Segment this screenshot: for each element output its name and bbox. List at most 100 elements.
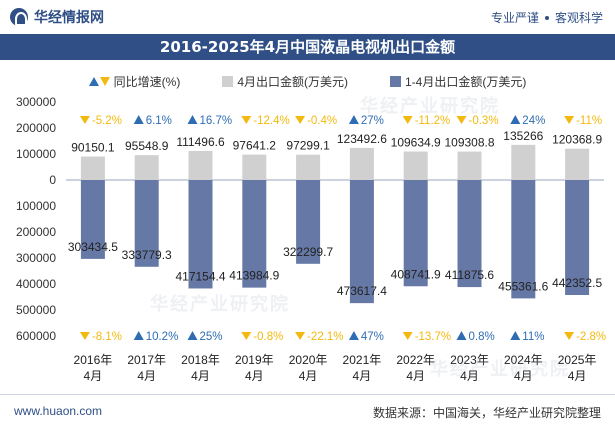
bar-month-value-label: 97299.1 xyxy=(286,139,330,153)
yoy-cumulative-group: 10.2% xyxy=(133,331,179,343)
yoy-month-label: 24% xyxy=(522,115,545,127)
yoy-cumulative-triangle xyxy=(456,331,467,340)
yoy-cumulative-group: 11% xyxy=(510,331,544,343)
yoy-cumulative-label: 11% xyxy=(522,331,544,343)
bullet-dot-icon xyxy=(544,15,549,20)
slogan-right: 客观科学 xyxy=(554,11,603,25)
legend-item-month: 4月出口金额(万美元) xyxy=(222,70,348,92)
legend-label-cumulative: 1-4月出口金额(万美元) xyxy=(405,74,527,89)
x-tick-label-year: 2016年 xyxy=(74,353,113,367)
bar-month xyxy=(296,154,321,180)
x-tick-label-year: 2023年 xyxy=(450,353,489,367)
bar-cumulative xyxy=(188,180,213,289)
footer-divider xyxy=(0,394,615,395)
yoy-month-triangle xyxy=(564,116,575,124)
title-bar: 2016-2025年4月中国液晶电视机出口金额 xyxy=(0,34,615,60)
y-tick-label: 0 xyxy=(49,173,56,187)
bar-month-value-label: 109308.8 xyxy=(444,136,494,150)
yoy-month-label: 27% xyxy=(361,115,384,127)
yoy-cumulative-triangle xyxy=(187,331,198,340)
x-tick-label-month: 4月 xyxy=(84,369,103,383)
yoy-month-group: -12.4% xyxy=(241,115,290,127)
bar-month-value-label: 90150.1 xyxy=(71,141,115,155)
bar-cumulative xyxy=(565,180,590,296)
top-bar: 华经情报网 专业严谨 客观科学 xyxy=(0,0,615,34)
yoy-month-group: -11.2% xyxy=(402,115,450,127)
x-tick-label-year: 2017年 xyxy=(127,353,166,367)
yoy-month-group: -11% xyxy=(564,115,602,127)
bar-month xyxy=(188,151,213,180)
bar-month-value-label: 95548.9 xyxy=(125,139,169,153)
bar-month xyxy=(511,144,536,180)
yoy-cumulative-triangle xyxy=(79,332,90,340)
y-tick-label: 200000 xyxy=(16,121,56,135)
yoy-month-triangle xyxy=(510,115,521,124)
yoy-month-triangle xyxy=(348,115,359,124)
chart-area: 300000 200000 100000 0 100000 200000 300000 400… xyxy=(16,95,606,383)
yoy-month-triangle xyxy=(241,116,252,124)
yoy-cumulative-group: 25% xyxy=(187,331,223,343)
yoy-cumulative-group: 0.8% xyxy=(456,331,495,343)
yoy-cumulative-label: 10.2% xyxy=(146,331,179,343)
bar-cumulative xyxy=(457,180,482,288)
x-tick-label-month: 4月 xyxy=(137,369,156,383)
yoy-month-triangle xyxy=(295,116,306,124)
bar-cumulative xyxy=(296,180,321,264)
x-tick-label-month: 4月 xyxy=(245,369,264,383)
x-tick-label-month: 4月 xyxy=(568,369,587,383)
bar-month-value-label: 111496.6 xyxy=(176,135,225,149)
y-tick-label: 400000 xyxy=(16,277,56,291)
yoy-cumulative-group: -8.1% xyxy=(79,331,122,343)
bar-cumulative-value-label: 408741.9 xyxy=(391,267,441,281)
yoy-cumulative-triangle xyxy=(402,332,413,340)
x-tick-label-month: 4月 xyxy=(406,369,425,383)
x-tick-label-year: 2020年 xyxy=(289,353,328,367)
x-tick-label-month: 4月 xyxy=(191,369,210,383)
bar-month xyxy=(457,151,482,180)
yoy-month-triangle xyxy=(402,116,413,124)
x-tick-label-month: 4月 xyxy=(353,369,372,383)
bar-month-value-label: 135266 xyxy=(503,129,543,143)
bar-cumulative xyxy=(349,180,374,304)
legend-label-month: 4月出口金额(万美元) xyxy=(237,74,348,89)
bar-month xyxy=(242,154,267,180)
x-tick-label-year: 2018年 xyxy=(181,353,220,367)
brand[interactable]: 华经情报网 xyxy=(10,7,104,27)
brand-name: 华经情报网 xyxy=(34,9,104,25)
bar-cumulative xyxy=(80,180,105,259)
site-link[interactable]: www.huaon.com xyxy=(14,404,103,418)
x-tick-label-month: 4月 xyxy=(514,369,533,383)
yoy-cumulative-triangle xyxy=(510,331,521,340)
yoy-month-group: -0.4% xyxy=(295,115,337,127)
yoy-month-triangle xyxy=(187,115,198,124)
yoy-month-group: 24% xyxy=(510,115,545,127)
brand-logo-icon xyxy=(10,8,28,26)
bar-cumulative-value-label: 303434.5 xyxy=(68,240,118,254)
legend-swatch-cumulative xyxy=(390,75,401,87)
y-tick-label: 200000 xyxy=(16,225,56,239)
yoy-month-group: -5.2% xyxy=(79,115,122,127)
x-tick-label-month: 4月 xyxy=(299,369,318,383)
y-tick-label: 100000 xyxy=(16,199,56,213)
yoy-month-group: 27% xyxy=(348,115,384,127)
legend-item-cumulative: 1-4月出口金额(万美元) xyxy=(390,70,526,92)
yoy-month-label: -12.4% xyxy=(253,115,289,127)
bar-cumulative xyxy=(511,180,536,299)
legend-triangle-icon xyxy=(88,76,110,86)
bar-month-value-label: 123492.6 xyxy=(337,132,387,146)
bar-cumulative-value-label: 333779.3 xyxy=(122,248,172,262)
yoy-month-group: -0.3% xyxy=(456,115,499,127)
legend-swatch-month xyxy=(222,75,234,87)
slogan-left: 专业严谨 xyxy=(490,11,539,25)
bar-month xyxy=(349,147,374,180)
yoy-cumulative-group: -0.8% xyxy=(241,331,283,343)
chart-title: 2016-2025年4月中国液晶电视机出口金额 xyxy=(159,38,456,56)
yoy-cumulative-label: -2.8% xyxy=(576,331,606,343)
yoy-cumulative-group: 47% xyxy=(348,331,384,343)
slogan: 专业严谨 客观科学 xyxy=(491,9,603,26)
bar-month-value-label: 109634.9 xyxy=(391,135,441,149)
bar-cumulative-value-label: 455361.6 xyxy=(498,279,548,293)
y-tick-label: 600000 xyxy=(16,329,56,343)
bar-cumulative-value-label: 473617.4 xyxy=(337,284,387,298)
chart-legend: 同比增速(%) 4月出口金额(万美元) 1-4月出口金额(万美元) xyxy=(0,70,615,92)
